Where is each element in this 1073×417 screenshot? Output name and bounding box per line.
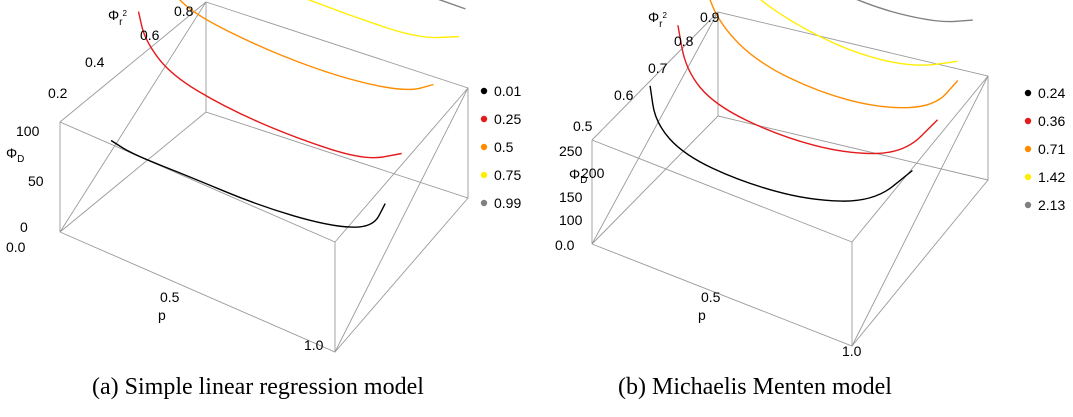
b-z-tick-3: 0.8: [674, 33, 694, 49]
a-curve-0_99: [438, 0, 466, 10]
panel-a-box: [59, 1, 469, 353]
b-curve-0_71: [709, 0, 959, 109]
b-curve-1_42: [760, 0, 958, 66]
b-legend-label-3: 1.42: [1038, 169, 1065, 185]
b-legend-marker-3: [1024, 173, 1032, 181]
b-legend-marker-1: [1024, 117, 1032, 125]
b-x-tick-1: 0.5: [701, 289, 721, 305]
b-z-tick-2: 0.7: [648, 60, 668, 76]
b-legend-label-4: 2.13: [1038, 197, 1065, 213]
a-legend-marker-2: [480, 143, 488, 151]
b-x-label: p: [698, 307, 706, 323]
b-legend-label-2: 0.71: [1038, 141, 1065, 157]
b-legend-marker-0: [1024, 89, 1032, 97]
a-x-tick-1: 0.5: [160, 289, 180, 305]
a-z-tick-1: 0.4: [85, 54, 105, 70]
a-legend-label-2: 0.5: [494, 139, 514, 155]
a-curve-0_75: [307, 0, 460, 39]
b-legend-marker-4: [1024, 201, 1032, 209]
b-z-tick-4: 0.9: [700, 9, 720, 25]
b-y-tick-2: 200: [581, 165, 605, 181]
b-z-tick-1: 0.6: [614, 87, 634, 103]
a-y-label: ΦD: [6, 145, 24, 165]
panel-a-caption: (a) Simple linear regression model: [92, 374, 424, 400]
b-y-tick-1: 150: [559, 189, 583, 205]
b-legend-label-0: 0.24: [1038, 85, 1065, 101]
panel-a-plot: 0.0 0.5 1.0 0 50 100 0.2 0.4 0.6 0.8 p Φ…: [6, 0, 521, 353]
a-legend-marker-1: [480, 115, 488, 123]
a-legend-label-1: 0.25: [494, 111, 521, 127]
a-z-tick-2: 0.6: [140, 27, 160, 43]
a-z-tick-3: 0.8: [174, 3, 194, 19]
a-legend-marker-0: [480, 87, 488, 95]
a-x-tick-0: 0.0: [6, 239, 26, 255]
a-z-tick-0: 0.2: [48, 85, 68, 101]
panel-b-box: [591, 11, 989, 347]
panel-b-caption: (b) Michaelis Menten model: [618, 374, 892, 400]
a-curve-0_25: [137, 11, 402, 159]
a-curve-0_01: [110, 139, 386, 228]
a-z-label: Φr2: [108, 7, 128, 28]
b-legend-marker-2: [1024, 145, 1032, 153]
b-y-tick-3: 250: [559, 143, 583, 159]
panel-b-plot: 0.0 0.5 1.0 100 150 200 250 0.5 0.6 0.7 …: [555, 0, 1065, 359]
a-x-tick-2: 1.0: [304, 337, 324, 353]
a-legend-marker-4: [480, 199, 488, 207]
b-y-tick-0: 100: [559, 212, 583, 228]
a-y-tick-1: 50: [28, 173, 44, 189]
b-curve-0_36: [677, 25, 939, 155]
b-x-tick-2: 1.0: [842, 343, 862, 359]
b-z-label: Φr2: [648, 9, 668, 30]
b-legend: 0.24 0.36 0.71 1.42 2.13: [1024, 85, 1065, 213]
a-y-tick-0: 0: [20, 219, 28, 235]
a-legend-label-3: 0.75: [494, 167, 521, 183]
b-x-tick-0: 0.0: [555, 237, 575, 253]
a-x-label: p: [158, 307, 166, 323]
a-legend-marker-3: [480, 171, 488, 179]
b-z-tick-0: 0.5: [573, 118, 593, 134]
a-legend-label-4: 0.99: [494, 195, 521, 211]
a-curve-0_5: [178, 0, 434, 91]
a-legend-label-0: 0.01: [494, 83, 521, 99]
b-curve-0_24: [649, 85, 913, 202]
a-y-tick-2: 100: [16, 123, 40, 139]
a-legend: 0.01 0.25 0.5 0.75 0.99: [480, 83, 521, 211]
b-legend-label-1: 0.36: [1038, 113, 1065, 129]
b-curve-2_13: [856, 0, 973, 23]
